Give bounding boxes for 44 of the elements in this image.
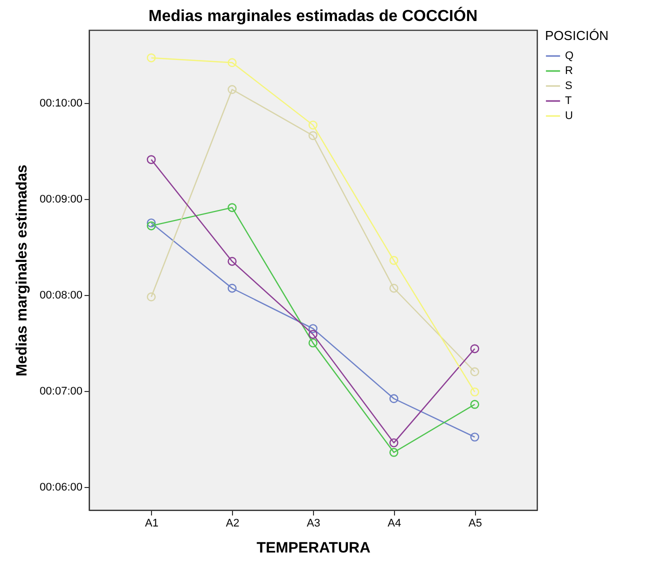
legend-label: U (565, 110, 573, 122)
point (228, 85, 237, 94)
point (146, 221, 156, 230)
point (470, 367, 480, 376)
point (146, 155, 156, 164)
x-axis-title: TEMPERATURA (256, 540, 371, 556)
x-tick-label: A5 (468, 518, 482, 530)
x-tick-label: A3 (306, 518, 320, 530)
point (389, 256, 398, 265)
point (308, 324, 318, 334)
point (228, 203, 237, 212)
point (470, 432, 480, 442)
point (146, 53, 156, 62)
point (308, 120, 318, 130)
x-tick-label: A1 (145, 518, 158, 530)
point (228, 58, 237, 68)
legend-label: S (565, 80, 572, 92)
legend-label: R (565, 65, 573, 77)
x-tick-label: A4 (388, 518, 402, 530)
y-tick-label: 00:09:00 (40, 193, 82, 206)
point (470, 344, 480, 354)
y-tick-label: 00:07:00 (40, 385, 82, 398)
point (389, 438, 398, 448)
legend-label: Q (565, 50, 574, 62)
point (389, 394, 398, 404)
y-axis-title: Medias marginales estimadas (14, 164, 31, 376)
y-tick-label: 00:06:00 (40, 481, 82, 494)
y-tick-label: 00:08:00 (40, 289, 82, 302)
legend-title: POSICIÓN (545, 28, 609, 43)
point (146, 218, 156, 228)
chart-title: Medias marginales estimadas de COCCIÓN (148, 6, 478, 25)
point (308, 131, 318, 140)
point (470, 400, 480, 409)
point (308, 338, 318, 348)
point (389, 284, 398, 293)
point (228, 284, 237, 293)
point (146, 292, 156, 302)
point (470, 387, 480, 396)
point (228, 256, 237, 266)
legend-label: T (565, 95, 572, 107)
y-tick-label: 00:10:00 (40, 97, 82, 110)
x-tick-label: A2 (226, 518, 240, 530)
point (308, 330, 318, 339)
point (389, 448, 398, 457)
